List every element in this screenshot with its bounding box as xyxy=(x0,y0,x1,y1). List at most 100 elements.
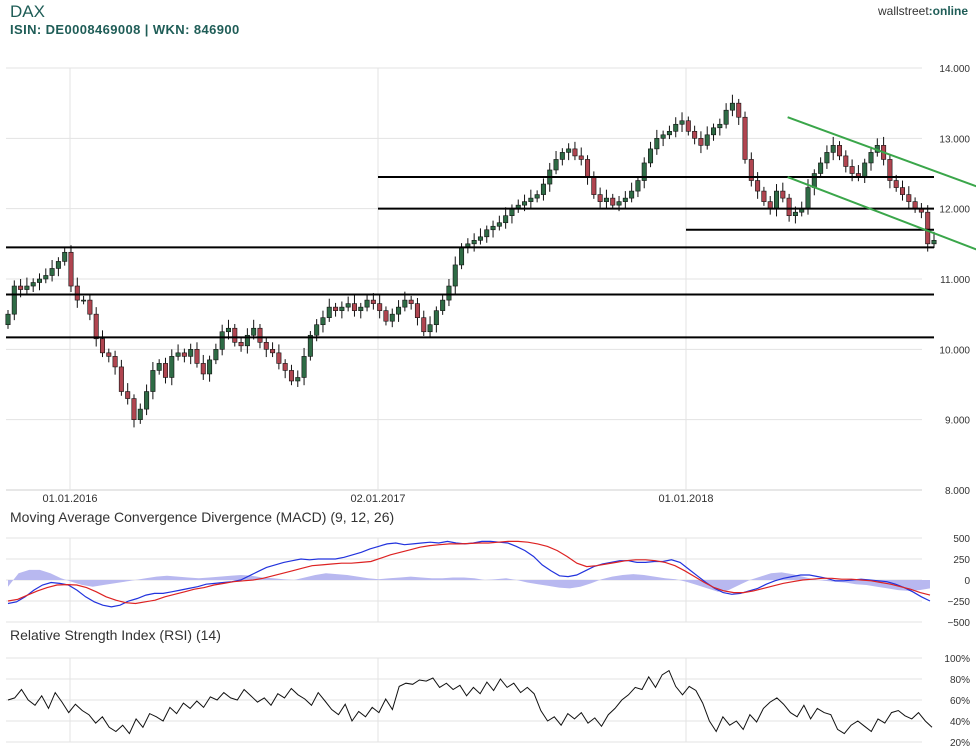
candle-body xyxy=(200,363,206,375)
x-tick-label: 01.01.2018 xyxy=(658,493,713,505)
candle-body xyxy=(484,229,490,238)
x-tick-label: 01.01.2016 xyxy=(42,493,97,505)
candle-body xyxy=(188,349,194,357)
candle-body xyxy=(389,313,395,322)
candle-body xyxy=(301,356,307,378)
candle-body xyxy=(578,155,584,160)
candle-body xyxy=(522,201,528,206)
candle-body xyxy=(616,201,622,206)
candle-body xyxy=(900,187,906,195)
y-tick-label: −250 xyxy=(947,597,970,608)
candle-body xyxy=(811,173,817,188)
candle-body xyxy=(408,299,414,304)
candle-body xyxy=(824,152,830,164)
logo-text-right: :online xyxy=(928,4,968,18)
candle-body xyxy=(729,102,735,111)
candle-body xyxy=(893,180,899,188)
brand-logo: wallstreet:online xyxy=(878,4,968,18)
rsi-line xyxy=(7,669,933,735)
candle-body xyxy=(761,190,767,202)
candle-body xyxy=(307,334,313,357)
candle-body xyxy=(490,225,496,231)
candle-body xyxy=(711,127,717,136)
candle-body xyxy=(648,148,654,164)
candle-body xyxy=(925,211,931,245)
candle-body xyxy=(288,370,294,382)
candle-body xyxy=(452,264,458,287)
candle-body xyxy=(414,303,420,318)
candle-body xyxy=(244,334,250,347)
candle-body xyxy=(55,261,61,269)
candle-body xyxy=(225,327,231,333)
candle-body xyxy=(5,313,11,326)
y-tick-label: 0 xyxy=(964,576,970,587)
candle-body xyxy=(30,282,36,287)
y-tick-label: 40% xyxy=(950,717,970,728)
logo-text-left: wallstreet xyxy=(877,4,929,18)
candle-body xyxy=(18,285,24,290)
candle-body xyxy=(118,366,124,392)
candle-body xyxy=(603,197,609,202)
candle-body xyxy=(219,331,225,350)
candle-body xyxy=(270,349,276,354)
candle-body xyxy=(207,359,213,375)
price-panel: 14.000 13.000 12.000 11.000 10.000 9.000 8.000… xyxy=(5,64,976,505)
rsi-title: Relative Strength Index (RSI) (14) xyxy=(10,627,221,643)
candle-body xyxy=(150,370,156,392)
candle-body xyxy=(377,303,383,311)
candle-body xyxy=(446,285,452,301)
candle-body xyxy=(792,211,798,217)
candle-body xyxy=(503,215,509,224)
y-tick-label: 13.000 xyxy=(939,134,970,145)
candle-body xyxy=(774,190,780,209)
candle-body xyxy=(818,162,824,174)
candle-body xyxy=(830,145,836,153)
candle-body xyxy=(106,352,112,357)
candle-body xyxy=(396,306,402,315)
candle-body xyxy=(213,349,219,361)
candle-body xyxy=(175,352,181,357)
candle-body xyxy=(622,197,628,202)
candle-body xyxy=(534,194,540,199)
macd-title: Moving Average Convergence Divergence (M… xyxy=(10,509,394,525)
candle-body xyxy=(912,201,918,209)
candle-body xyxy=(49,268,55,276)
candle-body xyxy=(345,303,351,308)
candle-body xyxy=(87,299,93,315)
candle-body xyxy=(843,155,849,167)
candle-body xyxy=(553,159,559,171)
y-tick-label: 100% xyxy=(944,654,970,665)
y-tick-label: 11.000 xyxy=(940,275,970,286)
chart-title: DAX xyxy=(10,2,45,21)
candle-body xyxy=(402,299,408,308)
candle-body xyxy=(370,299,376,304)
candle-body xyxy=(887,159,893,181)
candle-body xyxy=(232,327,238,343)
candle-body xyxy=(333,306,339,311)
candle-body xyxy=(660,134,666,139)
candle-body xyxy=(931,240,937,245)
candle-body xyxy=(282,363,288,371)
candle-body xyxy=(780,190,786,199)
candle-body xyxy=(137,408,143,420)
candle-body xyxy=(156,363,162,371)
candle-body xyxy=(263,341,269,350)
candle-body xyxy=(427,324,433,333)
y-tick-label: 500 xyxy=(953,534,970,545)
candle-body xyxy=(654,138,660,150)
candle-body xyxy=(641,162,647,181)
y-tick-label: 20% xyxy=(950,738,970,749)
candle-body xyxy=(635,180,641,192)
candle-body xyxy=(906,194,912,202)
candle-body xyxy=(358,306,364,311)
candle-body xyxy=(666,131,672,136)
candle-body xyxy=(257,327,263,343)
candle-body xyxy=(862,162,868,178)
candle-body xyxy=(194,349,200,364)
candle-body xyxy=(421,317,427,333)
candle-body xyxy=(144,391,150,410)
y-tick-label: −500 xyxy=(947,618,970,629)
y-tick-label: 250 xyxy=(953,555,970,566)
candle-body xyxy=(459,247,465,266)
candle-body xyxy=(559,152,565,160)
